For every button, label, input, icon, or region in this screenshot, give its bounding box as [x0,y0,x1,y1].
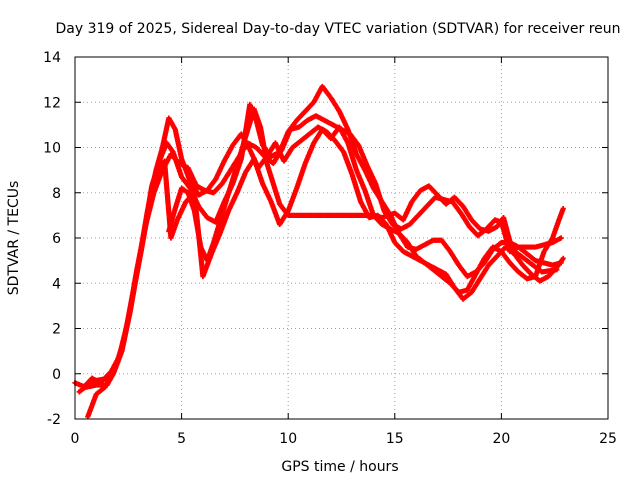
y-tick-label: 4 [52,276,61,292]
data-point [554,267,560,273]
data-points [72,83,566,420]
x-tick-label: 10 [279,431,297,447]
y-tick-label: 14 [43,50,61,66]
y-tick-label: 10 [43,141,61,157]
x-tick-label: 15 [386,431,404,447]
x-tick-label: 25 [599,431,617,447]
y-tick-label: 12 [43,95,61,111]
tick-marks [74,56,609,420]
data-point [558,260,564,266]
x-tick-labels: 0 5 10 15 20 25 [71,431,617,447]
x-tick-label: 20 [492,431,510,447]
chart-title: Day 319 of 2025, Sidereal Day-to-day VTE… [55,21,620,37]
series-trace-e [166,106,560,275]
data-point [560,205,566,212]
series-trace-c [80,113,564,390]
x-axis-label: GPS time / hours [281,459,398,475]
y-tick-label: 0 [52,367,61,383]
y-axis-label: SDTVAR / TECUs [6,181,22,296]
x-tick-label: 0 [71,431,80,447]
data-point [560,255,566,261]
y-tick-label: 2 [52,322,61,338]
x-tick-label: 5 [177,431,186,447]
y-tick-label: -2 [47,412,61,428]
data-point [558,235,564,241]
y-tick-label: 8 [52,186,61,202]
y-tick-labels: -2 0 2 4 6 8 10 12 14 [43,50,61,428]
y-tick-label: 6 [52,231,61,247]
